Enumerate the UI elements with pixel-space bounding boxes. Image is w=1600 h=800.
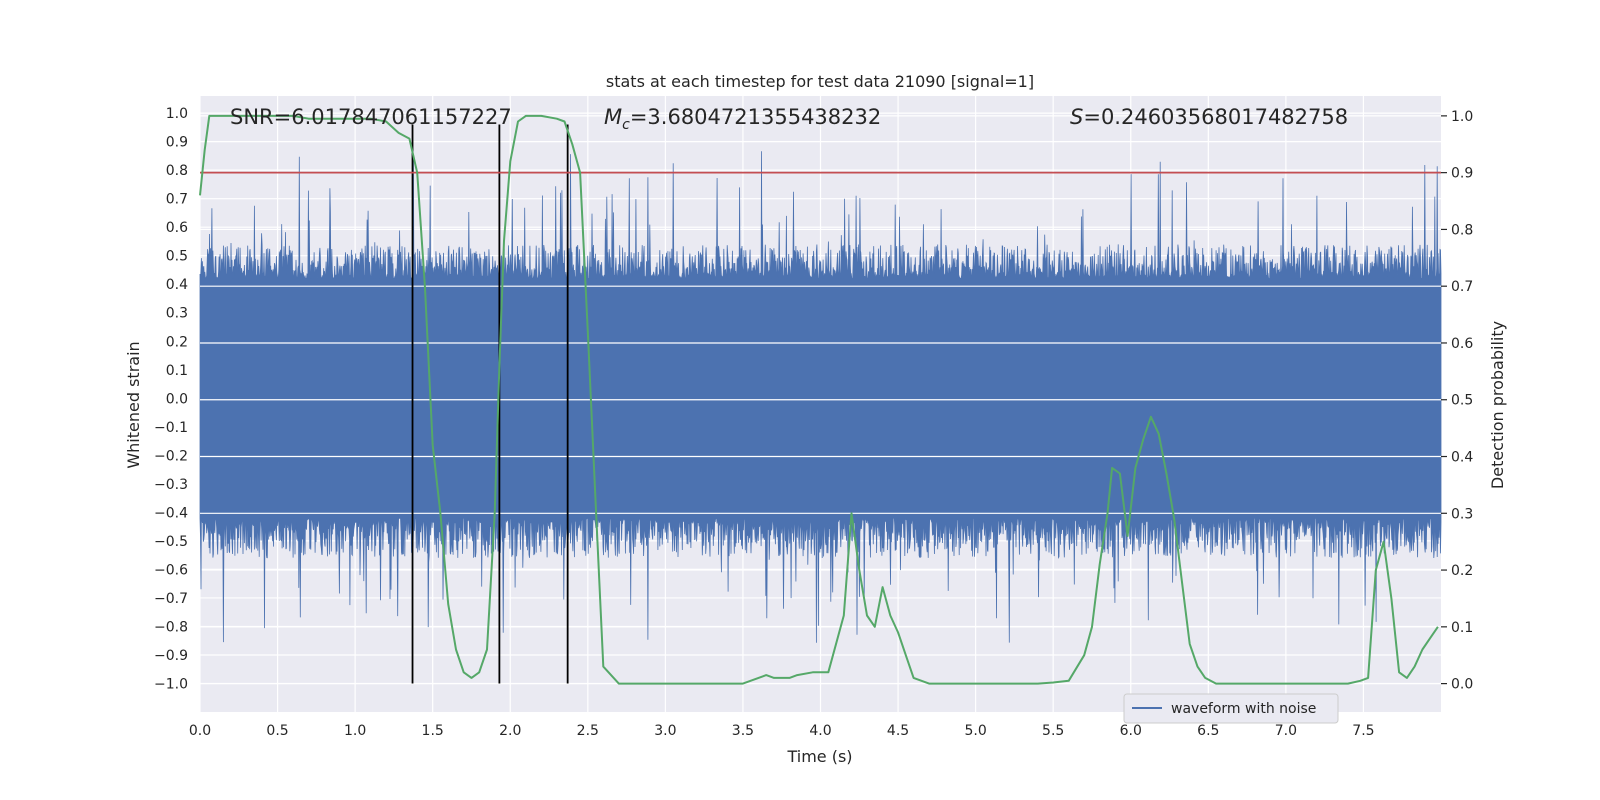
x-tick-label: 1.5 <box>422 723 444 739</box>
x-tick-label: 2.5 <box>577 723 599 739</box>
x-tick-label: 4.5 <box>887 723 909 739</box>
left-y-tick-label: 0.9 <box>166 135 188 151</box>
right-y-tick-label: 1.0 <box>1451 109 1473 125</box>
left-y-tick-label: 0.6 <box>166 220 188 236</box>
right-y-tick-label: 0.6 <box>1451 336 1473 352</box>
x-tick-label: 6.0 <box>1120 723 1142 739</box>
left-y-axis-label: Whitened strain <box>124 341 143 468</box>
left-y-tick-label: −0.8 <box>154 619 188 635</box>
chirp-mass-symbol: M <box>604 105 622 129</box>
x-tick-label: 1.0 <box>344 723 366 739</box>
s-annotation: S=0.24603568017482758 <box>1070 105 1348 129</box>
x-tick-label: 3.0 <box>654 723 676 739</box>
x-tick-label: 5.5 <box>1042 723 1064 739</box>
waveform-core-band <box>200 278 1441 519</box>
chart-title: stats at each timestep for test data 210… <box>606 72 1034 91</box>
right-y-tick-label: 0.5 <box>1451 393 1473 409</box>
left-y-tick-label: −0.1 <box>154 420 188 436</box>
left-y-tick-label: 1.0 <box>166 106 188 122</box>
x-tick-label: 5.0 <box>964 723 986 739</box>
chirp-mass-subscript: c <box>622 117 630 133</box>
left-y-tick-label: −0.2 <box>154 448 188 464</box>
vertical-marker-lines <box>411 124 569 684</box>
x-tick-label: 7.5 <box>1352 723 1374 739</box>
legend: waveform with noise <box>1123 693 1339 724</box>
x-tick-label: 4.0 <box>809 723 831 739</box>
right-y-tick-label: 0.4 <box>1451 450 1473 466</box>
x-tick-label: 3.5 <box>732 723 754 739</box>
left-y-tick-label: −0.6 <box>154 562 188 578</box>
left-y-tick-label: −1.0 <box>154 676 188 692</box>
right-y-axis-ticks: 1.0 0.9 0.8 0.7 0.6 0.5 0.4 0.3 0.2 0.1 0.0 <box>1441 109 1473 693</box>
left-y-tick-label: 0.7 <box>166 192 188 208</box>
right-y-tick-label: 0.1 <box>1451 620 1473 636</box>
x-tick-label: 7.0 <box>1275 723 1297 739</box>
left-y-tick-label: −0.4 <box>154 505 188 521</box>
snr-annotation: SNR=6.017847061157227 <box>230 105 512 129</box>
right-y-tick-label: 0.9 <box>1451 166 1473 182</box>
right-y-tick-label: 0.2 <box>1451 563 1473 579</box>
left-y-tick-label: 0.1 <box>166 363 188 379</box>
x-axis-label: Time (s) <box>786 747 852 766</box>
x-axis-ticks: 0.0 0.5 1.0 1.5 2.0 2.5 3.0 3.5 4.0 4.5 5.0 5.5 6.0 6… <box>189 723 1375 739</box>
left-y-tick-label: 0.2 <box>166 334 188 350</box>
left-y-tick-label: −0.7 <box>154 591 188 607</box>
chirp-mass-value: =3.6804721355438232 <box>630 105 881 129</box>
left-y-axis-ticks: 1.0 0.9 0.8 0.7 0.6 0.5 0.4 0.3 0.2 0.1 0.0 −0.1 −0.… <box>154 106 188 692</box>
right-y-tick-label: 0.7 <box>1451 279 1473 295</box>
right-y-axis-label: Detection probability <box>1488 321 1507 489</box>
s-value: =0.24603568017482758 <box>1083 105 1348 129</box>
x-tick-label: 6.5 <box>1197 723 1219 739</box>
left-y-tick-label: −0.9 <box>154 648 188 664</box>
detection-probability-series <box>199 114 1439 685</box>
left-y-tick-label: 0.5 <box>166 249 188 265</box>
right-y-tick-label: 0.0 <box>1451 677 1473 693</box>
left-y-tick-label: 0.0 <box>166 391 188 407</box>
right-y-tick-label: 0.8 <box>1451 222 1473 238</box>
x-tick-label: 2.0 <box>499 723 521 739</box>
x-tick-label: 0.5 <box>266 723 288 739</box>
left-y-tick-label: −0.5 <box>154 534 188 550</box>
waveform-series <box>199 151 1442 643</box>
legend-box <box>1123 693 1339 724</box>
left-y-tick-label: 0.8 <box>166 163 188 179</box>
left-y-tick-label: −0.3 <box>154 477 188 493</box>
x-tick-label: 0.0 <box>189 723 211 739</box>
right-y-tick-label: 0.3 <box>1451 506 1473 522</box>
s-symbol: S <box>1070 105 1083 129</box>
legend-label: waveform with noise <box>1171 701 1316 717</box>
detection-probability-line <box>199 114 1439 685</box>
chirp-mass-annotation: Mc=3.6804721355438232 <box>604 105 881 133</box>
left-y-tick-label: 0.4 <box>166 277 188 293</box>
left-y-tick-label: 0.3 <box>166 306 188 322</box>
